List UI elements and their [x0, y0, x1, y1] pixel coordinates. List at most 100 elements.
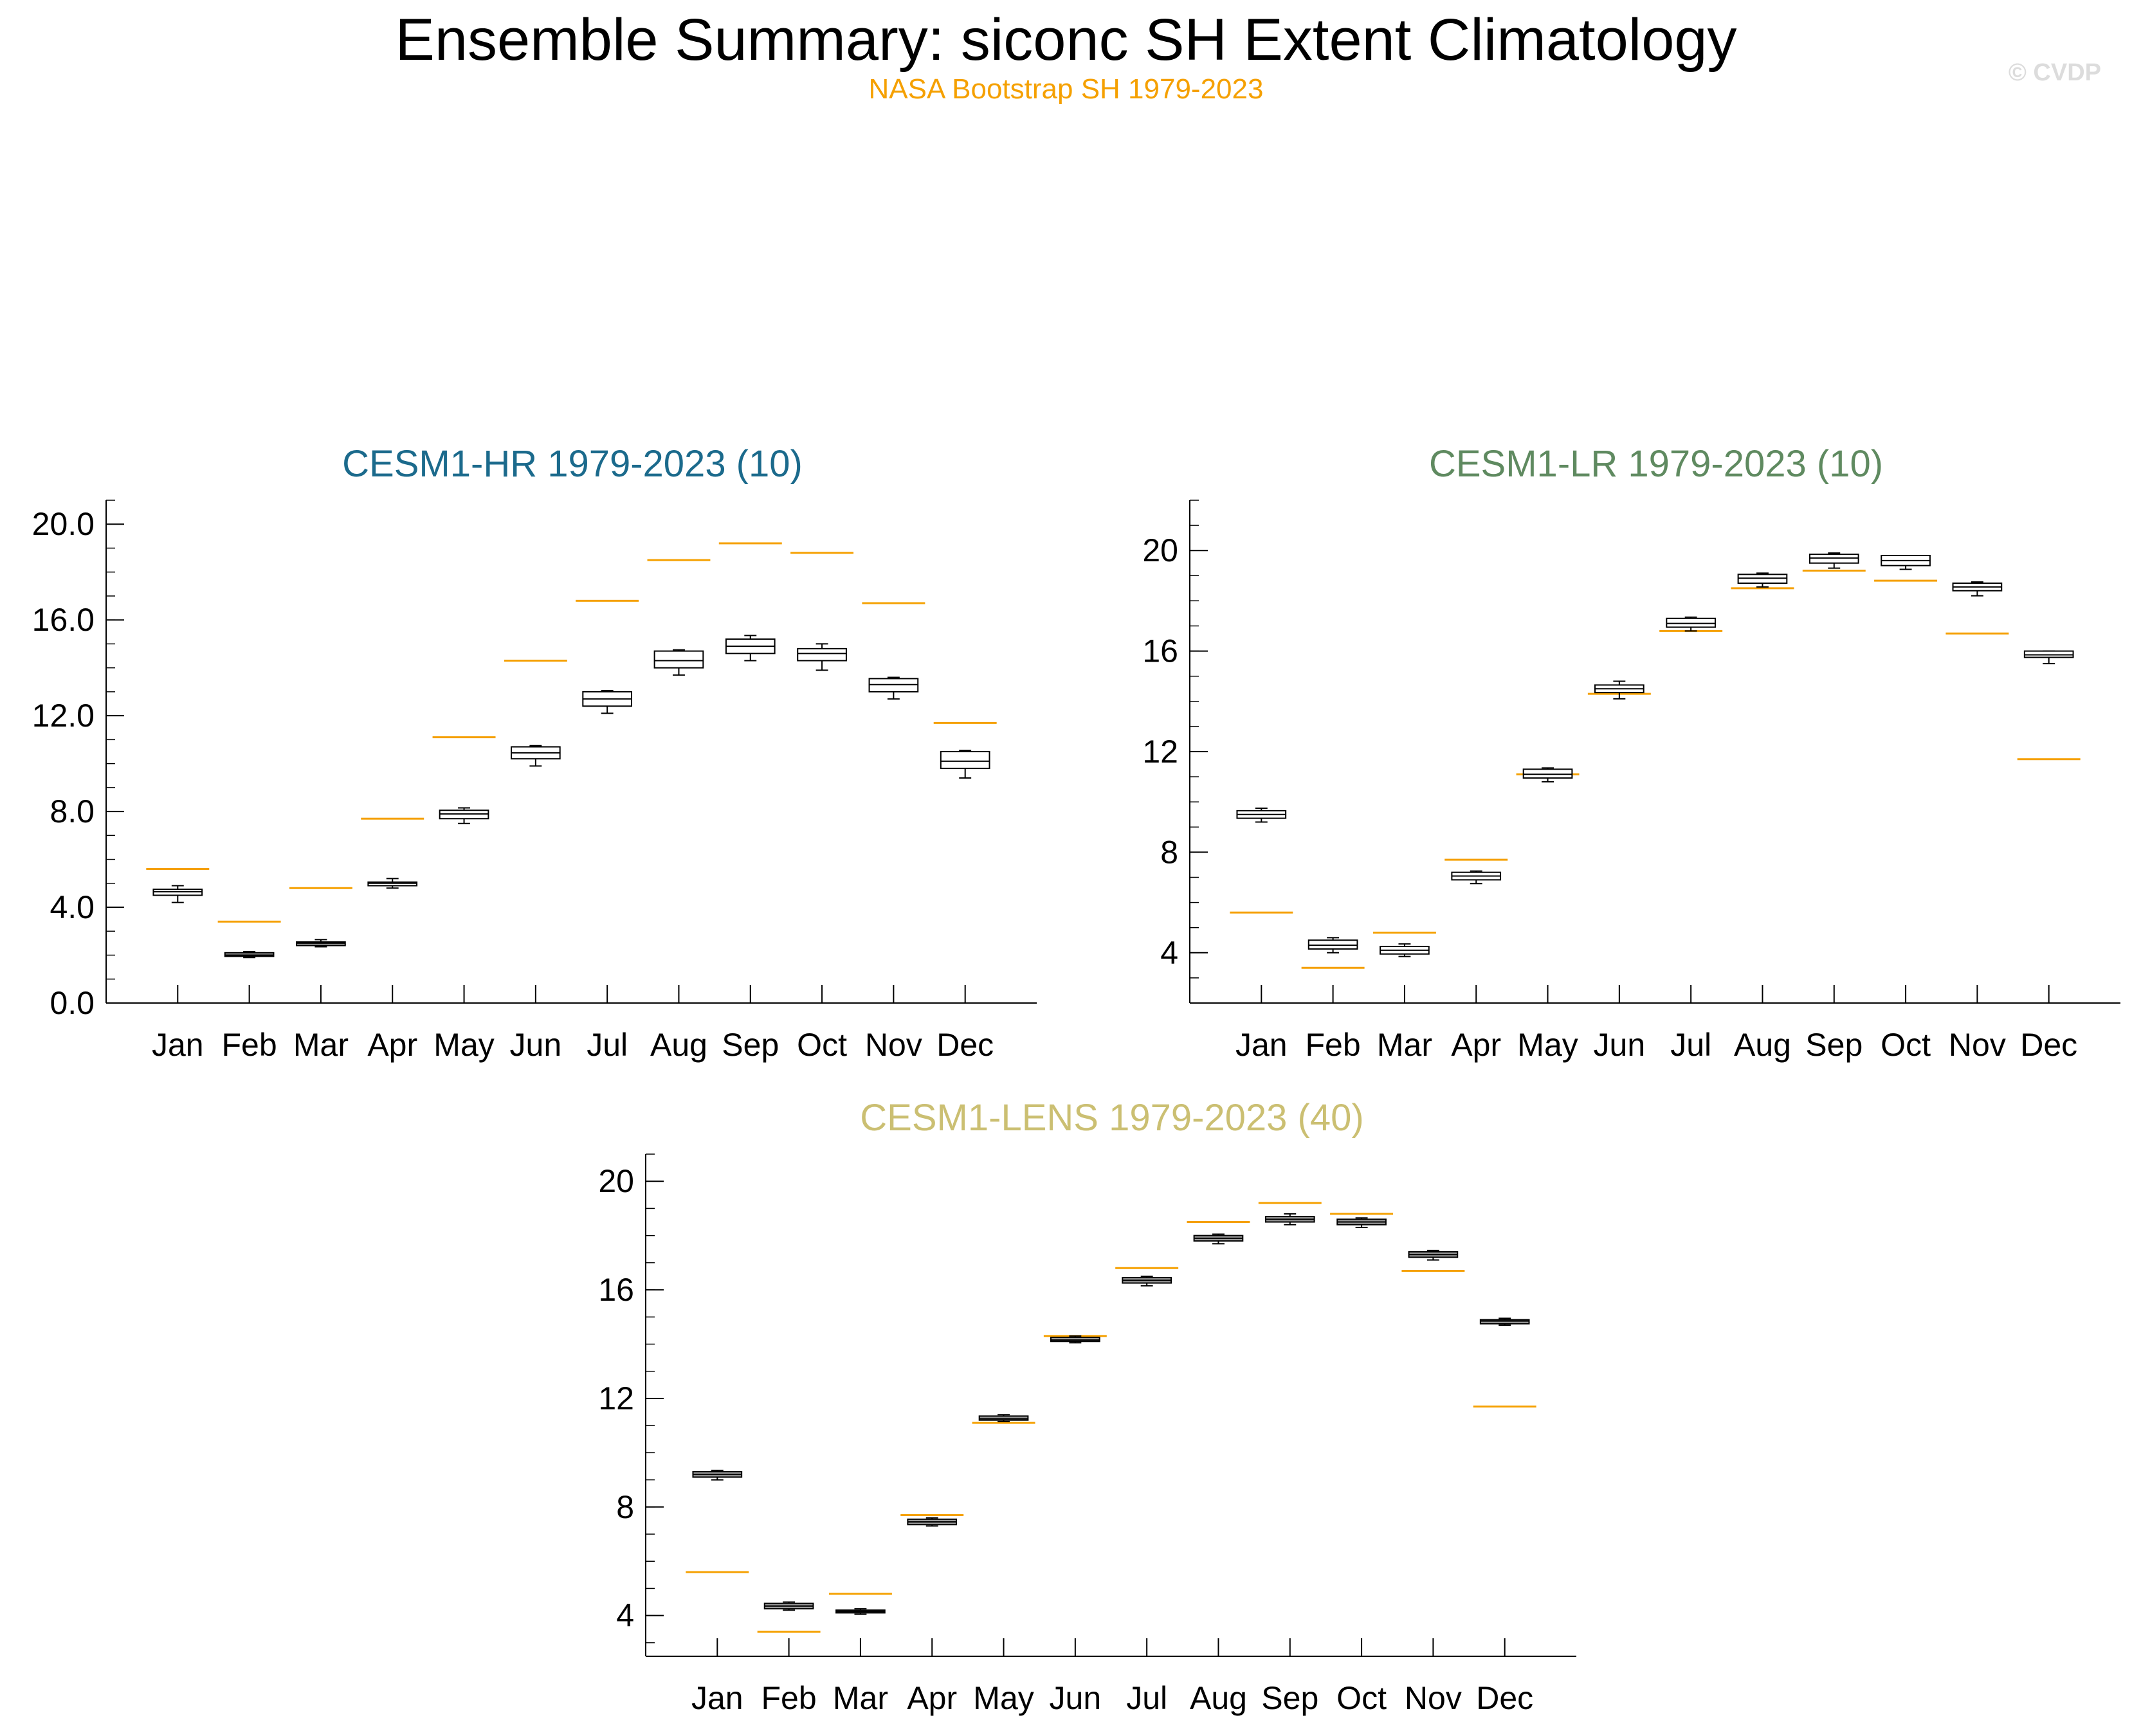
box-nov	[868, 676, 919, 700]
box-may	[978, 1414, 1029, 1422]
x-tick-label-sep: Sep	[1805, 1027, 1863, 1063]
x-tick-label-apr: Apr	[907, 1680, 957, 1716]
x-tick-label-nov: Nov	[1949, 1027, 2006, 1063]
box-aug	[1737, 572, 1788, 588]
x-tick-label-aug: Aug	[1190, 1680, 1247, 1716]
page-title: Ensemble Summary: siconc SH Extent Clima…	[395, 7, 1737, 73]
x-tick-label-aug: Aug	[650, 1027, 707, 1063]
box-feb	[1307, 937, 1358, 954]
y-tick-label: 8	[616, 1489, 634, 1525]
y-tick-label: 4	[1160, 935, 1178, 971]
x-tick-label-jul: Jul	[1670, 1027, 1711, 1063]
chart-hr: 0.0 4.0 8.0 12.0 16.0 20.0 Jan Feb Mar Apr May Jun J…	[32, 500, 1037, 1063]
x-tick-label-may: May	[433, 1027, 494, 1063]
box-jun	[1050, 1335, 1100, 1344]
y-tick-label: 16.0	[32, 602, 95, 638]
box-feb	[763, 1601, 814, 1611]
x-tick-label-jun: Jun	[1594, 1027, 1646, 1063]
x-tick-label-jul: Jul	[1126, 1680, 1167, 1716]
y-tick-label: 20	[1142, 532, 1178, 568]
box-jun	[511, 745, 561, 767]
box-aug	[653, 649, 704, 676]
chart-lr: 4 8 12 16 20 Jan Feb Mar Apr May Jun Jul Aug Sep Oct No…	[1142, 500, 2120, 1063]
x-tick-label-jan: Jan	[152, 1027, 204, 1063]
x-tick-label-apr: Apr	[1451, 1027, 1501, 1063]
x-tick-label-jan: Jan	[691, 1680, 743, 1716]
watermark: © CVDP	[2008, 59, 2101, 86]
x-tick-label-mar: Mar	[293, 1027, 349, 1063]
box-dec	[940, 750, 990, 779]
box-jan	[1236, 807, 1287, 823]
panel-title-cesm1-hr: CESM1-HR 1979-2023 (10)	[342, 443, 803, 485]
box-dec	[1479, 1317, 1530, 1326]
x-tick-label-jun: Jun	[510, 1027, 562, 1063]
box-apr	[907, 1517, 958, 1527]
y-tick-label: 12	[598, 1380, 634, 1416]
box-jul	[1122, 1275, 1172, 1287]
box-body	[1479, 1319, 1530, 1325]
x-tick-label-dec: Dec	[2020, 1027, 2077, 1063]
box-jan	[152, 885, 203, 903]
box-oct	[1336, 1217, 1387, 1228]
x-tick-label-jul: Jul	[587, 1027, 628, 1063]
x-tick-label-feb: Feb	[222, 1027, 277, 1063]
x-tick-label-sep: Sep	[722, 1027, 779, 1063]
box-oct	[1881, 555, 1931, 570]
x-tick-label-jun: Jun	[1050, 1680, 1102, 1716]
x-tick-label-feb: Feb	[761, 1680, 817, 1716]
x-tick-label-feb: Feb	[1306, 1027, 1361, 1063]
x-tick-label-nov: Nov	[1405, 1680, 1462, 1716]
box-jun	[1594, 680, 1645, 700]
y-tick-label: 16	[1142, 633, 1178, 669]
box-apr	[1451, 870, 1502, 885]
box-jul	[1666, 616, 1716, 632]
x-tick-label-mar: Mar	[833, 1680, 888, 1716]
box-jul	[582, 690, 632, 714]
x-tick-label-sep: Sep	[1261, 1680, 1318, 1716]
x-tick-label-jan: Jan	[1235, 1027, 1288, 1063]
x-tick-label-oct: Oct	[1881, 1027, 1931, 1063]
box-aug	[1193, 1233, 1244, 1245]
box-dec	[2023, 650, 2074, 665]
box-nov	[1408, 1249, 1459, 1261]
box-may	[1522, 767, 1573, 782]
box-sep	[1809, 552, 1859, 569]
box-mar	[835, 1608, 886, 1615]
y-tick-label: 16	[598, 1272, 634, 1308]
chart-lens: 4 8 12 16 20 Jan Feb Mar Apr May Jun Jul Aug Sep Oct No…	[598, 1153, 1576, 1716]
box-apr	[367, 878, 418, 889]
x-tick-label-mar: Mar	[1377, 1027, 1432, 1063]
x-tick-label-may: May	[973, 1680, 1034, 1716]
panel-title-cesm1-lr: CESM1-LR 1979-2023 (10)	[1428, 443, 1884, 485]
y-tick-label: 4	[616, 1598, 634, 1634]
box-oct	[797, 643, 847, 671]
y-tick-label: 12	[1142, 734, 1178, 770]
box-feb	[224, 950, 275, 959]
box-may	[439, 807, 489, 824]
box-mar	[1380, 943, 1430, 957]
box-body	[978, 1415, 1029, 1421]
box-body	[653, 650, 704, 669]
x-tick-label-nov: Nov	[865, 1027, 922, 1063]
x-tick-label-oct: Oct	[797, 1027, 847, 1063]
y-tick-label: 8.0	[50, 793, 95, 829]
x-tick-label-aug: Aug	[1734, 1027, 1791, 1063]
box-jan	[692, 1469, 743, 1481]
y-tick-label: 12.0	[32, 698, 95, 734]
x-tick-label-apr: Apr	[367, 1027, 417, 1063]
x-tick-label-oct: Oct	[1336, 1680, 1387, 1716]
box-mar	[296, 939, 346, 948]
x-tick-label-dec: Dec	[1476, 1680, 1533, 1716]
observation-source-subtitle: NASA Bootstrap SH 1979-2023	[868, 73, 1264, 105]
x-tick-label-may: May	[1517, 1027, 1578, 1063]
box-body	[1050, 1336, 1100, 1343]
y-tick-label: 20	[598, 1163, 634, 1199]
box-nov	[1952, 581, 2003, 597]
y-tick-label: 20.0	[32, 506, 95, 542]
box-body	[940, 751, 990, 770]
box-body	[797, 647, 847, 662]
x-tick-label-dec: Dec	[936, 1027, 994, 1063]
panel-title-cesm1-lens: CESM1-LENS 1979-2023 (40)	[860, 1097, 1364, 1139]
box-sep	[1264, 1213, 1315, 1225]
